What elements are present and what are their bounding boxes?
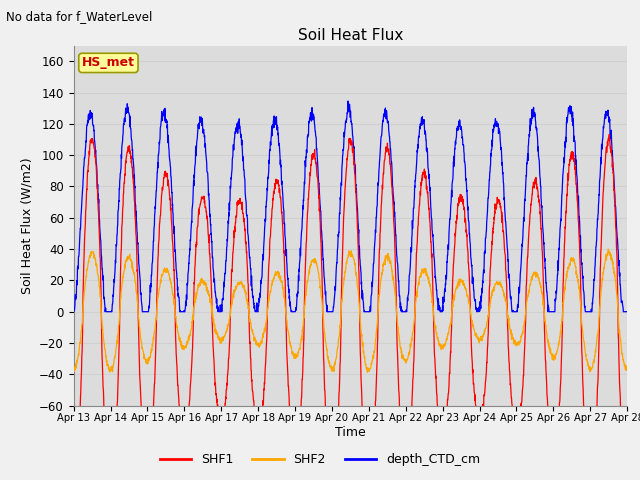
Text: HS_met: HS_met [82, 56, 135, 70]
Legend: SHF1, SHF2, depth_CTD_cm: SHF1, SHF2, depth_CTD_cm [155, 448, 485, 471]
Y-axis label: Soil Heat Flux (W/m2): Soil Heat Flux (W/m2) [20, 157, 33, 294]
Text: No data for f_WaterLevel: No data for f_WaterLevel [6, 10, 153, 23]
X-axis label: Time: Time [335, 426, 366, 439]
Title: Soil Heat Flux: Soil Heat Flux [298, 28, 403, 43]
